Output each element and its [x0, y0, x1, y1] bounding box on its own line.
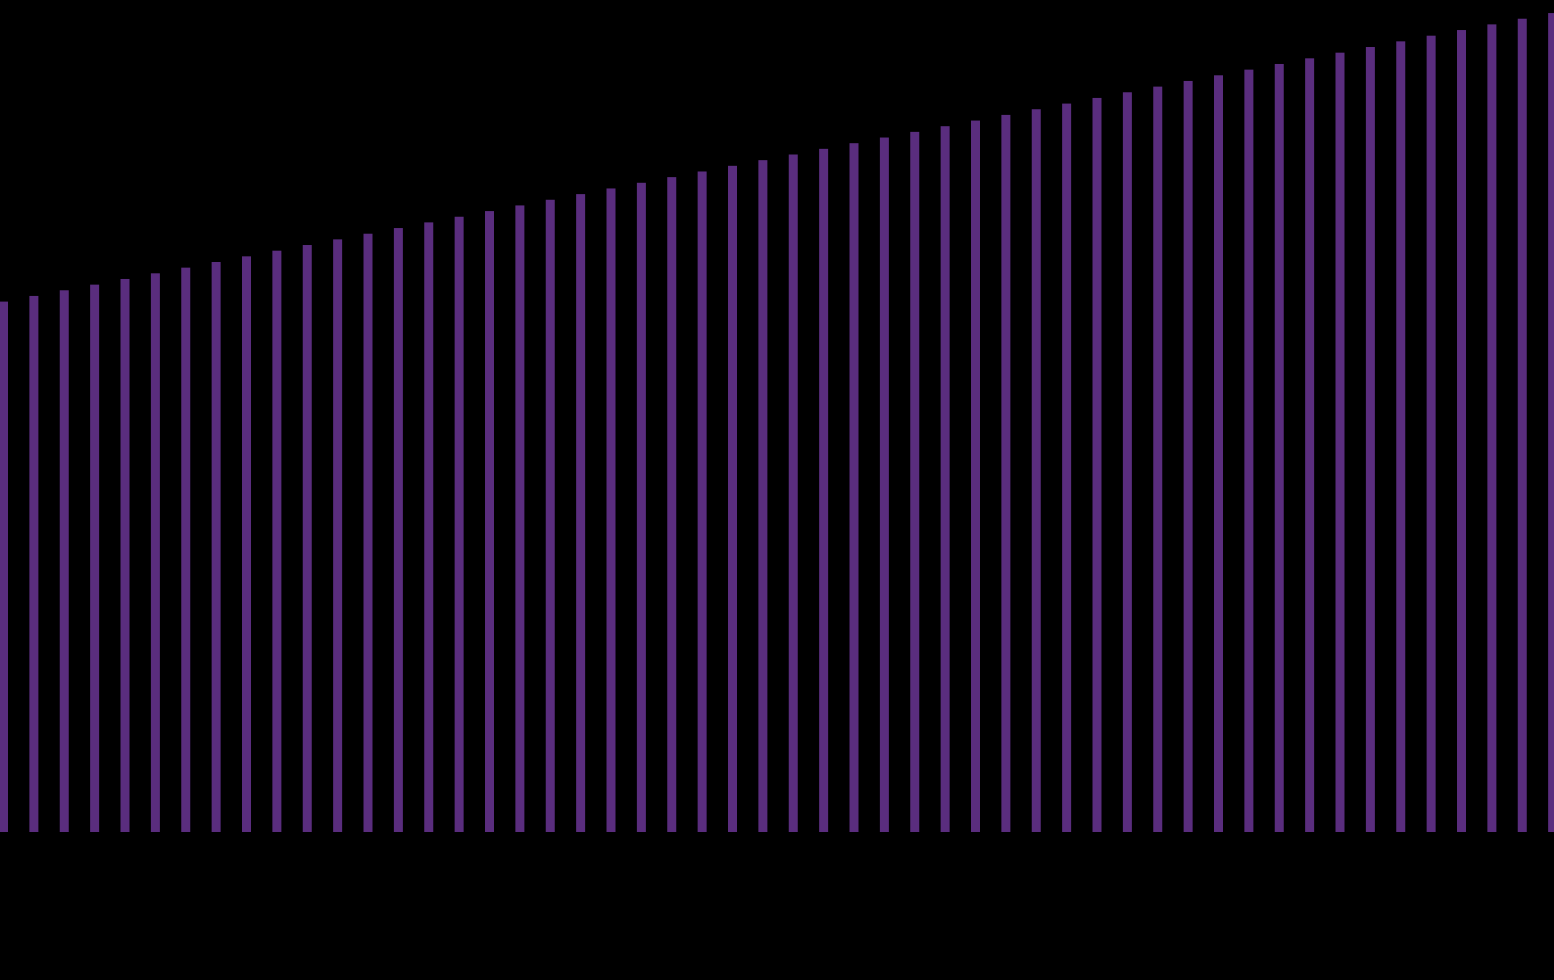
bar-27	[788, 154, 798, 832]
bar-26	[758, 160, 768, 832]
bar-33	[971, 120, 980, 832]
bar-50	[1487, 24, 1497, 832]
bar-49	[1457, 30, 1466, 833]
bar-4	[90, 284, 100, 832]
bars-group	[0, 13, 1554, 833]
bar-37	[1092, 97, 1102, 833]
bar-48	[1426, 35, 1436, 832]
bar-29	[849, 143, 859, 832]
bar-47	[1396, 41, 1406, 833]
bar-15	[424, 222, 434, 832]
bar-52	[1548, 13, 1554, 833]
bar-44	[1305, 58, 1315, 832]
bar-14	[393, 228, 403, 833]
bar-23	[667, 177, 677, 832]
bar-34	[1001, 114, 1011, 832]
bar-17	[485, 211, 494, 832]
bar-31	[910, 131, 920, 832]
bar-7	[181, 267, 191, 832]
bar-38	[1122, 92, 1132, 832]
bar-39	[1153, 86, 1163, 833]
bar-20	[576, 194, 586, 833]
bar-11	[302, 245, 312, 832]
bar-3	[59, 290, 69, 832]
bar-42	[1244, 69, 1254, 832]
bar-32	[940, 126, 950, 832]
bar-45	[1335, 52, 1345, 833]
bar-10	[272, 250, 282, 832]
bar-13	[363, 233, 373, 832]
bar-51	[1517, 18, 1527, 833]
bar-46	[1365, 47, 1375, 832]
bar-24	[697, 171, 707, 833]
bar-43	[1274, 63, 1284, 833]
bar-40	[1183, 80, 1193, 832]
bar-6	[150, 273, 160, 832]
bar-19	[545, 199, 555, 832]
bar-30	[879, 137, 889, 832]
bar-1	[0, 301, 8, 833]
bar-36	[1062, 103, 1072, 832]
bar-5	[120, 278, 130, 833]
bar-8	[211, 262, 221, 832]
bar-35	[1031, 109, 1041, 833]
bar-16	[454, 216, 464, 833]
bar-28	[819, 148, 829, 833]
bar-12	[333, 239, 343, 832]
bar-2	[29, 295, 39, 832]
bar-22	[636, 182, 646, 833]
bar-41	[1214, 75, 1223, 833]
bar-18	[515, 205, 525, 833]
bar-9	[242, 256, 251, 833]
bar-25	[728, 165, 737, 832]
bar-21	[606, 188, 616, 832]
